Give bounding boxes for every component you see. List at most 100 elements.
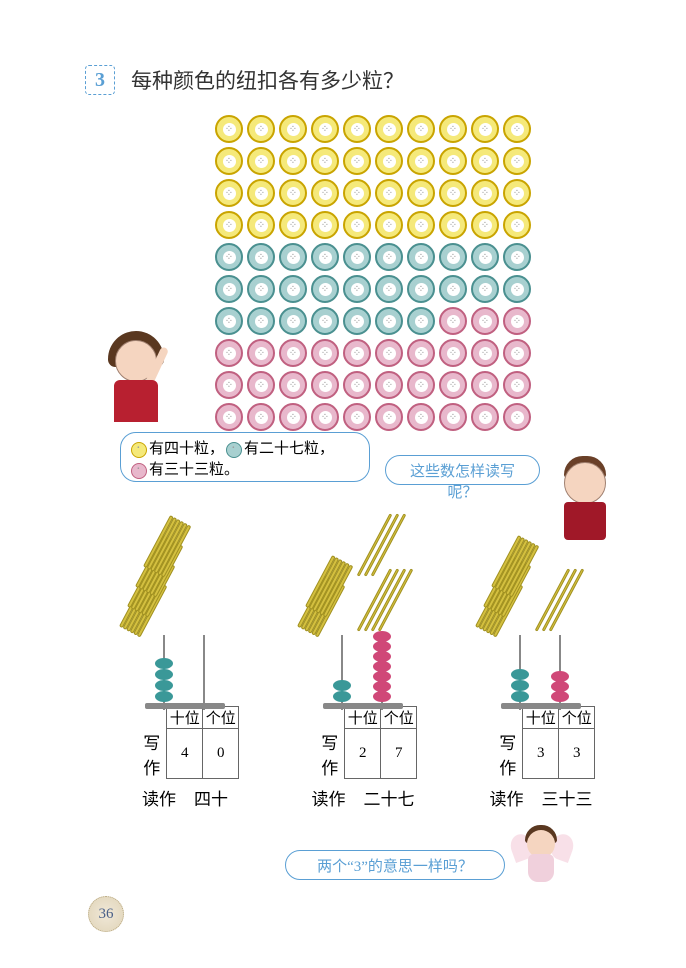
- button-row: [215, 275, 636, 303]
- count-pink-text: 有三十三粒。: [149, 460, 239, 481]
- button-teal: [279, 307, 307, 335]
- button-yellow: [247, 147, 275, 175]
- write-label: 写作: [487, 729, 523, 779]
- write-label: 写作: [131, 729, 167, 779]
- button-yellow: [407, 115, 435, 143]
- button-yellow: [407, 147, 435, 175]
- tens-digit: 2: [345, 729, 381, 779]
- button-teal: [215, 307, 243, 335]
- ones-digit: 7: [381, 729, 417, 779]
- button-pink: [247, 371, 275, 399]
- place-value-table: 十位个位写作40: [131, 706, 240, 779]
- button-teal: [311, 275, 339, 303]
- yellow-icon: [131, 442, 147, 458]
- button-teal: [343, 275, 371, 303]
- button-row: [215, 371, 636, 399]
- button-yellow: [215, 211, 243, 239]
- button-yellow: [439, 211, 467, 239]
- button-teal: [375, 243, 403, 271]
- read-row: 读作三十三: [490, 785, 593, 810]
- button-teal: [471, 243, 499, 271]
- numeral-column: 十位个位写作40读作四十: [100, 510, 270, 810]
- button-yellow: [343, 147, 371, 175]
- numeral-columns: 十位个位写作40读作四十十位个位写作27读作二十七十位个位写作33读作三十三: [100, 510, 626, 810]
- ones-header: 个位: [559, 707, 595, 729]
- button-teal: [407, 243, 435, 271]
- angel-illustration: [507, 818, 587, 888]
- button-yellow: [439, 179, 467, 207]
- tens-header: 十位: [167, 707, 203, 729]
- button-row: [215, 115, 636, 143]
- button-pink: [311, 403, 339, 431]
- ones-header: 个位: [203, 707, 239, 729]
- button-teal: [247, 307, 275, 335]
- button-teal: [215, 243, 243, 271]
- button-teal: [471, 275, 499, 303]
- read-value: 三十三: [542, 785, 593, 810]
- button-yellow: [503, 179, 531, 207]
- button-grid: [215, 115, 636, 431]
- button-yellow: [375, 211, 403, 239]
- button-teal: [311, 243, 339, 271]
- textbook-page: 3 每种颜色的纽扣各有多少粒？ 有四十粒， 有二十七粒， 有三十三粒。 这些数怎…: [0, 0, 686, 968]
- speech-bubble-thirtythree: 两个“3”的意思一样吗？: [285, 850, 505, 880]
- button-teal: [279, 243, 307, 271]
- button-yellow: [375, 147, 403, 175]
- button-yellow: [407, 179, 435, 207]
- button-pink: [375, 371, 403, 399]
- button-pink: [471, 403, 499, 431]
- tens-header: 十位: [345, 707, 381, 729]
- tens-digit: 3: [523, 729, 559, 779]
- place-value-table: 十位个位写作33: [487, 706, 596, 779]
- ones-header: 个位: [381, 707, 417, 729]
- speech-bubble-question: 这些数怎样读写呢？: [385, 455, 540, 485]
- button-pink: [215, 371, 243, 399]
- button-pink: [407, 339, 435, 367]
- button-teal: [215, 275, 243, 303]
- button-pink: [375, 339, 403, 367]
- button-yellow: [311, 147, 339, 175]
- read-value: 二十七: [364, 785, 415, 810]
- button-yellow: [247, 115, 275, 143]
- read-row: 读作四十: [142, 785, 228, 810]
- write-label: 写作: [309, 729, 345, 779]
- pink-icon: [131, 463, 147, 479]
- button-yellow: [407, 211, 435, 239]
- button-row: [215, 339, 636, 367]
- button-yellow: [215, 115, 243, 143]
- button-pink: [247, 339, 275, 367]
- button-yellow: [375, 179, 403, 207]
- button-pink: [247, 403, 275, 431]
- button-yellow: [215, 179, 243, 207]
- button-teal: [279, 275, 307, 303]
- button-yellow: [439, 147, 467, 175]
- button-teal: [311, 307, 339, 335]
- numeral-column: 十位个位写作27读作二十七: [278, 510, 448, 810]
- button-yellow: [279, 115, 307, 143]
- button-pink: [503, 339, 531, 367]
- button-yellow: [279, 211, 307, 239]
- button-pink: [311, 339, 339, 367]
- button-pink: [215, 403, 243, 431]
- button-pink: [503, 307, 531, 335]
- button-yellow: [503, 115, 531, 143]
- button-row: [215, 403, 636, 431]
- numeral-column: 十位个位写作33读作三十三: [456, 510, 626, 810]
- button-teal: [503, 275, 531, 303]
- abacus: [501, 635, 581, 709]
- button-teal: [407, 307, 435, 335]
- question-number-box: 3: [85, 65, 115, 95]
- button-row: [215, 307, 636, 335]
- button-yellow: [247, 211, 275, 239]
- stick-bundles: [278, 510, 448, 630]
- button-yellow: [279, 147, 307, 175]
- count-teal-text: 有二十七粒，: [244, 439, 334, 460]
- button-yellow: [471, 179, 499, 207]
- button-yellow: [311, 179, 339, 207]
- button-teal: [247, 243, 275, 271]
- button-pink: [279, 339, 307, 367]
- button-yellow: [343, 211, 371, 239]
- button-pink: [471, 371, 499, 399]
- button-teal: [439, 275, 467, 303]
- button-yellow: [343, 179, 371, 207]
